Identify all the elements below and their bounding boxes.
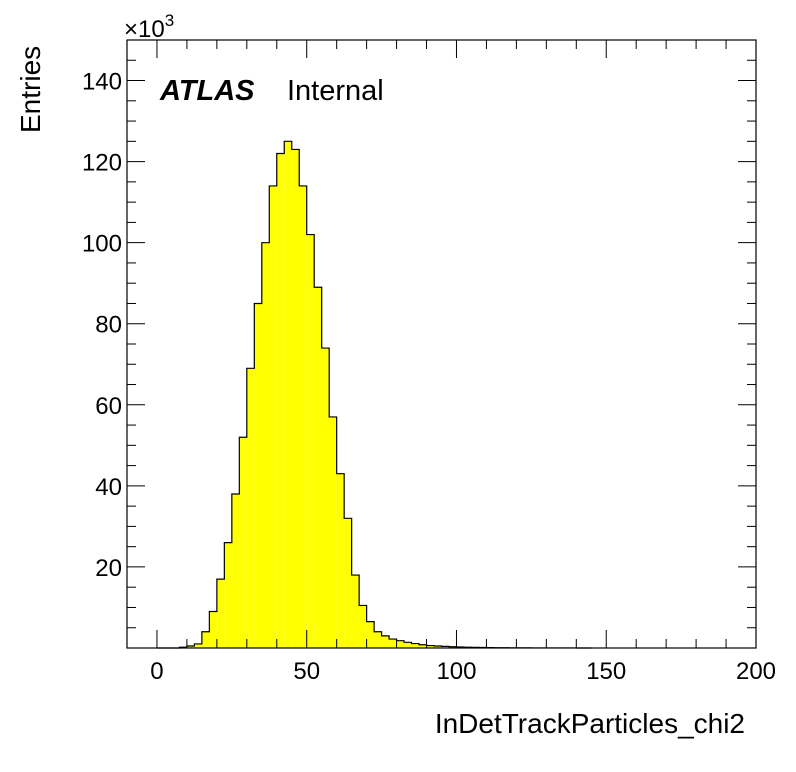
histogram-bar [246, 368, 255, 648]
histogram-bar [186, 645, 195, 648]
histogram-bar [299, 185, 307, 649]
x-tick-label: 150 [586, 658, 626, 685]
histogram-bar [448, 646, 457, 648]
histogram-bar [441, 646, 449, 648]
y-tick-label: 120 [82, 150, 122, 177]
histogram-bar [381, 635, 390, 648]
histogram-bar [224, 542, 232, 648]
histogram-bar [426, 645, 435, 648]
histogram-bar [216, 579, 225, 648]
histogram-bar [389, 639, 397, 648]
x-tick-label: 0 [150, 658, 163, 685]
y-axis-title: Entries [15, 46, 46, 133]
histogram-bar [239, 437, 247, 648]
histogram-bar [434, 645, 442, 648]
plot-layer [156, 140, 592, 649]
histogram-bar [404, 642, 412, 648]
y-tick-label: 20 [95, 555, 122, 582]
histogram-bar [284, 141, 292, 649]
histogram-bar [194, 643, 202, 648]
histogram-bar [269, 185, 277, 649]
y-tick-label: 80 [95, 312, 122, 339]
x-tick-label: 200 [736, 658, 776, 685]
x-tick-label: 100 [436, 658, 476, 685]
histogram-bar [374, 631, 382, 648]
histogram-bar [321, 348, 330, 648]
histogram-bar [261, 242, 270, 648]
histogram-bar [396, 640, 405, 648]
histogram-bar [411, 643, 420, 648]
histogram-bar [201, 631, 210, 648]
y-tick-label: 140 [82, 69, 122, 96]
x-tick-label: 50 [293, 658, 320, 685]
histogram-bar [344, 518, 352, 648]
histogram-bar [276, 153, 285, 648]
y-tick-label: 60 [95, 393, 122, 420]
y-tick-label: 100 [82, 231, 122, 258]
plot-frame [126, 39, 757, 649]
x-axis-title: InDetTrackParticles_chi2 [435, 708, 745, 739]
histogram-outline [156, 140, 592, 649]
atlas-label: ATLAS [159, 75, 255, 107]
histogram-bar [209, 611, 217, 648]
histogram-bar [231, 493, 240, 648]
histogram-bar [419, 644, 427, 648]
histogram-bar [359, 605, 367, 648]
internal-label: Internal [287, 75, 384, 107]
histogram-bar [306, 234, 315, 648]
histogram-bar [366, 621, 375, 648]
histogram-bar [254, 303, 262, 648]
histogram-bar [329, 416, 337, 648]
histogram-bar [291, 149, 300, 648]
histogram-bar [351, 575, 360, 648]
axes-layer: 0 50 100 150 200 20 40 60 80 100 120 140 [82, 39, 776, 685]
histogram-bar [336, 473, 345, 648]
histogram-bar [314, 287, 322, 648]
y-axis-multiplier: ×103 [124, 11, 174, 43]
y-tick-label: 40 [95, 474, 122, 501]
